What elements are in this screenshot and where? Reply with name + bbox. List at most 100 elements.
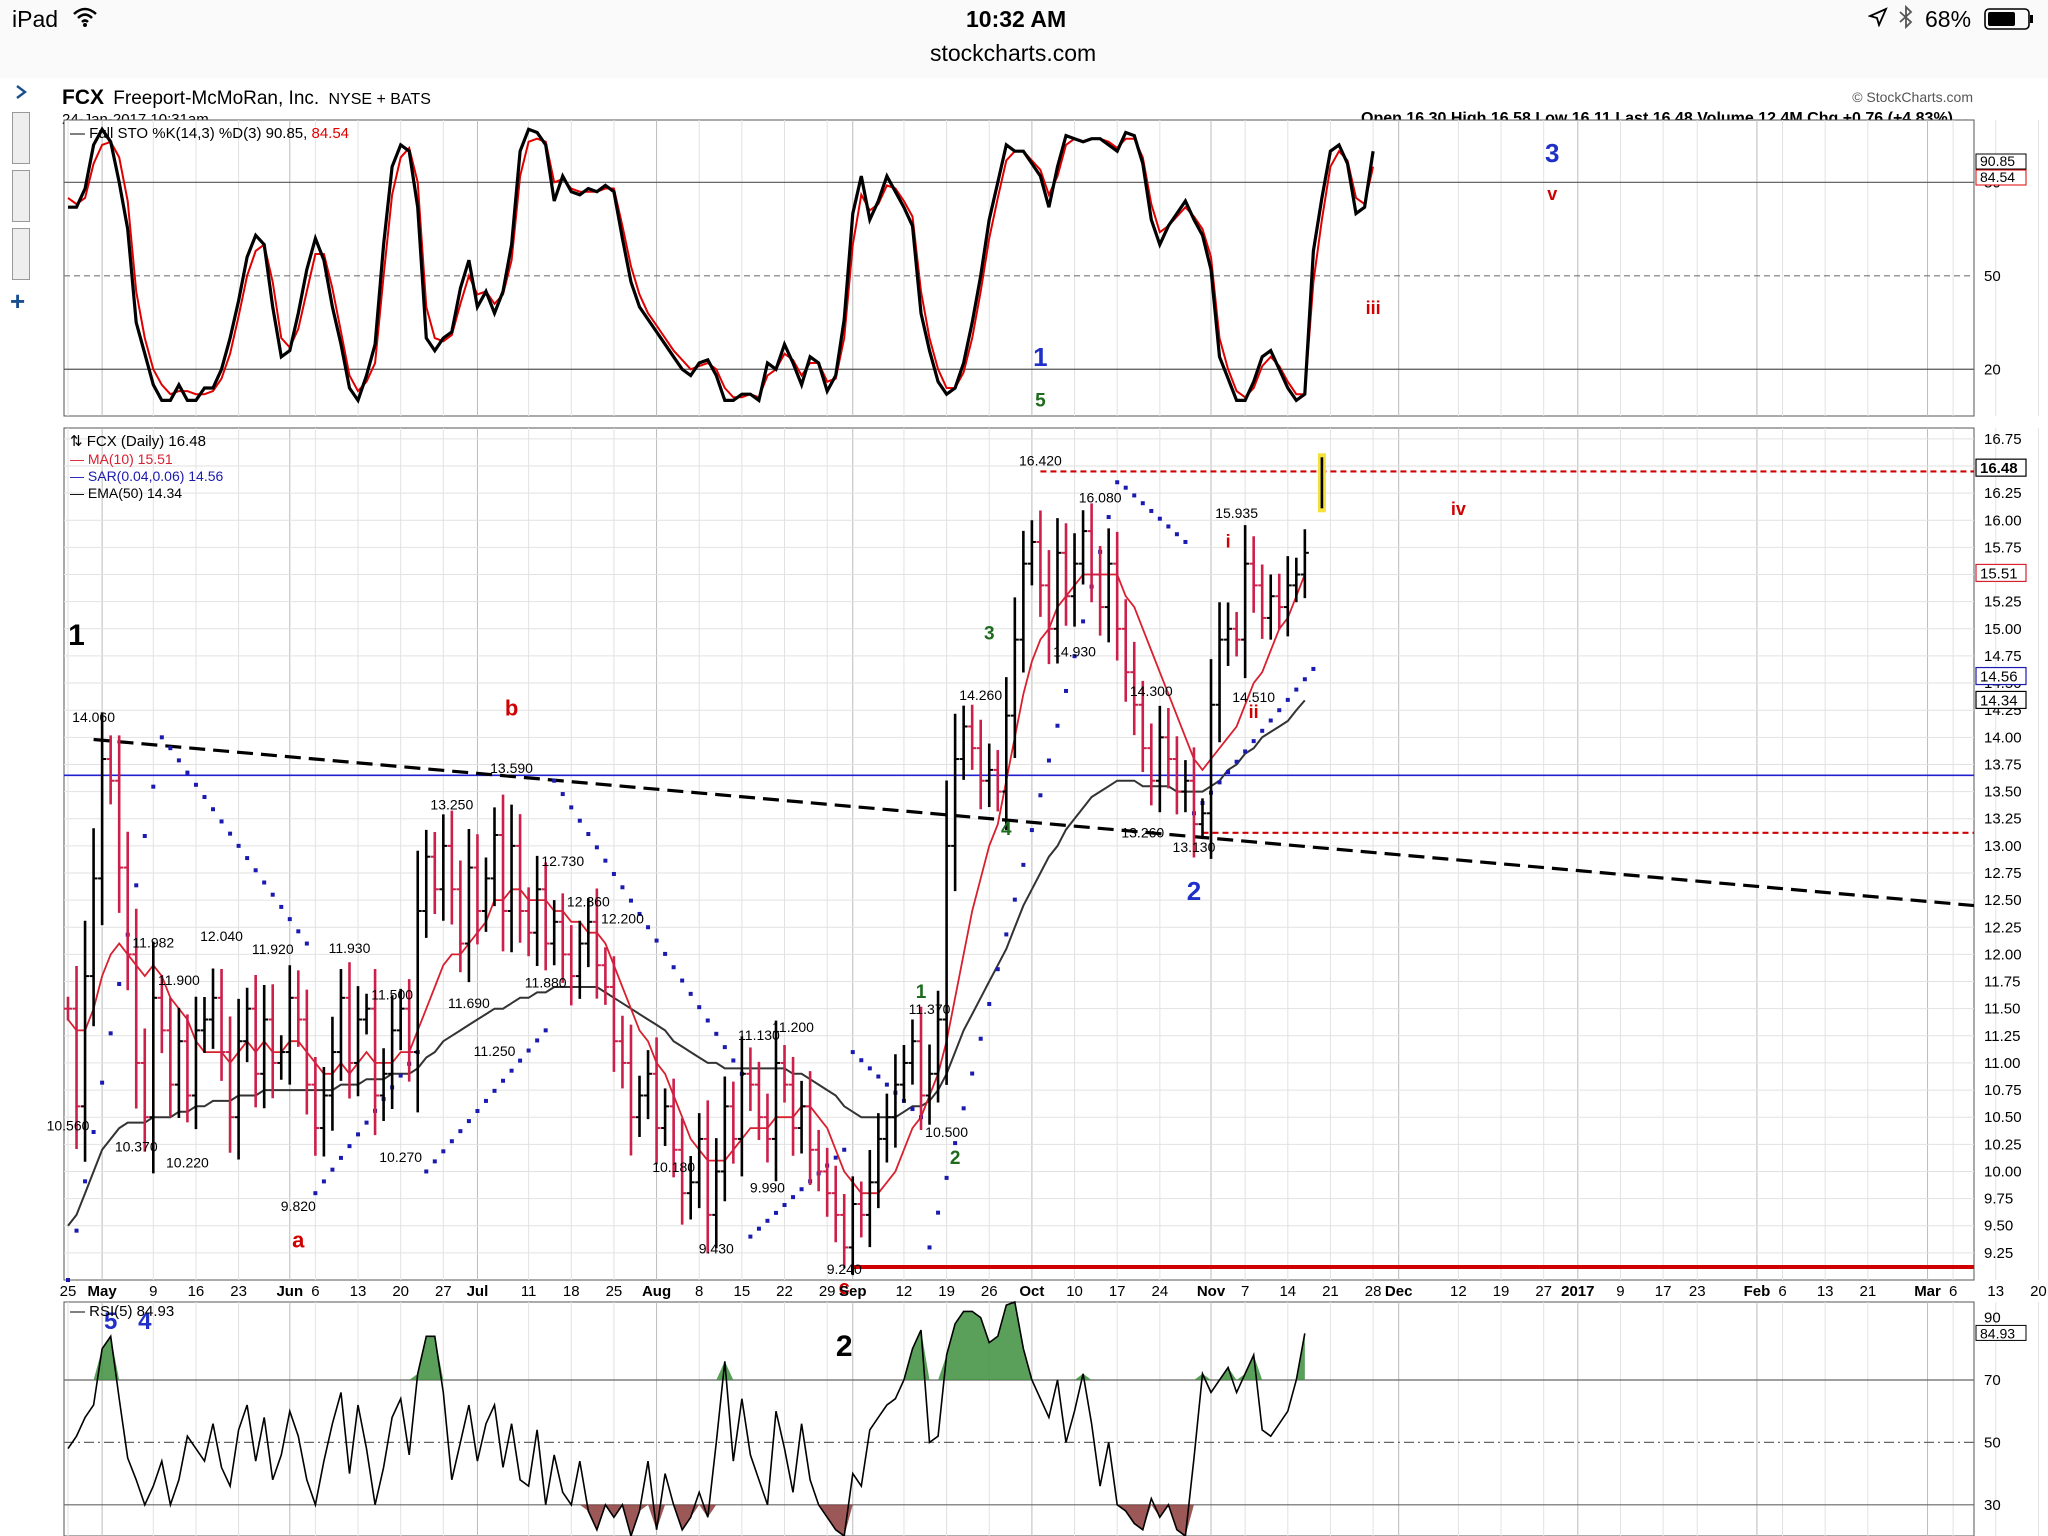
sar-dot [100, 1080, 105, 1085]
sar-dot [228, 831, 233, 836]
price-grid: 9.25 9.50 9.75 10.00 10.25 10.50 10.75 11.00 11.… [64, 431, 2022, 1262]
sto-tick-label: 50 [1984, 268, 2001, 285]
price-annotation: 9.240 [827, 1261, 862, 1277]
price-tick-label: 15.00 [1984, 621, 2022, 638]
sar-dot [611, 871, 616, 876]
sar-dot [347, 1144, 352, 1149]
x-tick-label: 15 [734, 1283, 751, 1300]
price-tick-label: 16.75 [1984, 431, 2022, 448]
elliott-wave-label: iii [1366, 298, 1381, 318]
sar-dot [646, 925, 651, 930]
price-tick-label: 13.75 [1984, 756, 2022, 773]
sto-value-label: 90.85 [1980, 153, 2015, 169]
rsi-value-label: 84.93 [1980, 1325, 2015, 1341]
overlay-legend-item: — SAR(0.04,0.06) 14.56 [70, 468, 224, 484]
sar-dot [1166, 524, 1171, 529]
x-tick-label: May [88, 1283, 118, 1300]
sar-dot [620, 885, 625, 890]
sto-legend: — Full STO %K(14,3) %D(3) 90.85, 84.54 [70, 125, 349, 142]
sar-dot [1140, 501, 1145, 506]
sar-dot [859, 1058, 864, 1063]
price-tick-label: 15.25 [1984, 594, 2022, 611]
sar-dot [910, 1107, 915, 1112]
side-tab-2[interactable] [12, 170, 30, 222]
sar-dot [1174, 532, 1179, 537]
x-tick-label: 24 [1151, 1283, 1168, 1300]
price-tick-label: 13.50 [1984, 784, 2022, 801]
x-tick-label: 27 [1535, 1283, 1552, 1300]
side-tab-1[interactable] [12, 112, 30, 164]
price-annotation: 13.590 [490, 760, 533, 776]
add-indicator-icon[interactable]: + [10, 286, 26, 316]
price-annotation: 10.560 [47, 1118, 90, 1134]
sar-dot [501, 1078, 506, 1083]
x-tick-label: 20 [2030, 1283, 2047, 1300]
page-url[interactable]: stockcharts.com [930, 40, 1097, 66]
x-tick-label: 23 [1689, 1283, 1706, 1300]
sar-dot [424, 1169, 429, 1174]
sar-dot [338, 1155, 343, 1160]
x-tick-label: Dec [1385, 1283, 1413, 1300]
price-annotation: 16.080 [1079, 490, 1122, 506]
elliott-wave-label: b [505, 696, 518, 721]
rsi-tick-label: 90 [1984, 1310, 2001, 1327]
rsi-value-box [1975, 1324, 2027, 1341]
price-annotation: 14.300 [1130, 683, 1173, 699]
price-annotation: 11.982 [132, 935, 174, 951]
x-tick-label: 22 [776, 1283, 793, 1300]
price-annotation: 14.930 [1053, 643, 1096, 659]
price-tick-label: 10.00 [1984, 1163, 2022, 1180]
rsi-legend: — RSI(5) 84.93 [70, 1303, 174, 1320]
price-annotation: 14.260 [959, 687, 1002, 703]
price-tick-label: 9.75 [1984, 1191, 2013, 1208]
sar-dot [1183, 539, 1188, 544]
price-legend: ⇅ FCX (Daily) 16.48— MA(10) 15.51— SAR(0… [70, 433, 224, 501]
sar-dot [688, 991, 693, 996]
sar-dot [850, 1050, 855, 1055]
price-bars [64, 503, 1309, 1276]
sar-dot [458, 1129, 463, 1134]
x-tick-label: 13 [350, 1283, 367, 1300]
x-tick-label: 8 [695, 1283, 703, 1300]
sar-dot [296, 929, 301, 934]
elliott-wave-label: v [1547, 184, 1557, 204]
sar-dot [117, 981, 122, 986]
sar-dot [748, 1234, 753, 1239]
elliott-wave-label: a [292, 1227, 305, 1252]
price-annotation: 10.500 [925, 1124, 968, 1140]
elliott-wave-label: 2 [950, 1148, 961, 1169]
sar-dot [773, 1210, 778, 1215]
elliott-wave-label: 5 [1035, 390, 1046, 411]
collapse-toggle[interactable] [14, 84, 28, 105]
sar-dot [475, 1108, 480, 1113]
sar-dot [466, 1119, 471, 1124]
sar-dot [398, 1073, 403, 1078]
x-tick-label: 9 [149, 1283, 157, 1300]
price-tick-label: 16.00 [1984, 512, 2022, 529]
x-tick-label: 20 [392, 1283, 409, 1300]
rsi-tick-label: 50 [1984, 1434, 2001, 1451]
sar-dots [66, 480, 1316, 1282]
x-tick-label: 6 [1949, 1283, 1957, 1300]
price-annotation: 14.060 [72, 709, 115, 725]
sar-dot [833, 1155, 838, 1160]
elliott-wave-label: 3 [1545, 138, 1559, 168]
price-value-box [1975, 690, 2027, 710]
sar-dot [518, 1058, 523, 1063]
exchange-name: NYSE + BATS [328, 91, 431, 108]
price-value-label: 15.51 [1980, 565, 2018, 582]
sar-dot [731, 1058, 736, 1063]
price-annotation: 10.220 [166, 1155, 209, 1171]
price-value-box [1975, 458, 2027, 477]
price-tick-label: 9.50 [1984, 1218, 2013, 1235]
sar-dot [449, 1139, 454, 1144]
x-tick-label: 21 [1322, 1283, 1339, 1300]
x-tick-label: 17 [1655, 1283, 1672, 1300]
side-tab-3[interactable] [12, 228, 30, 280]
elliott-wave-label: i [1226, 531, 1231, 551]
price-annotation: 9.820 [281, 1198, 316, 1214]
ios-status-bar: iPad 10:32 AM stockcharts.com 68% [0, 0, 2048, 78]
sar-dot [1294, 687, 1299, 692]
price-annotation: 11.200 [772, 1019, 814, 1035]
sar-dot [211, 807, 216, 812]
